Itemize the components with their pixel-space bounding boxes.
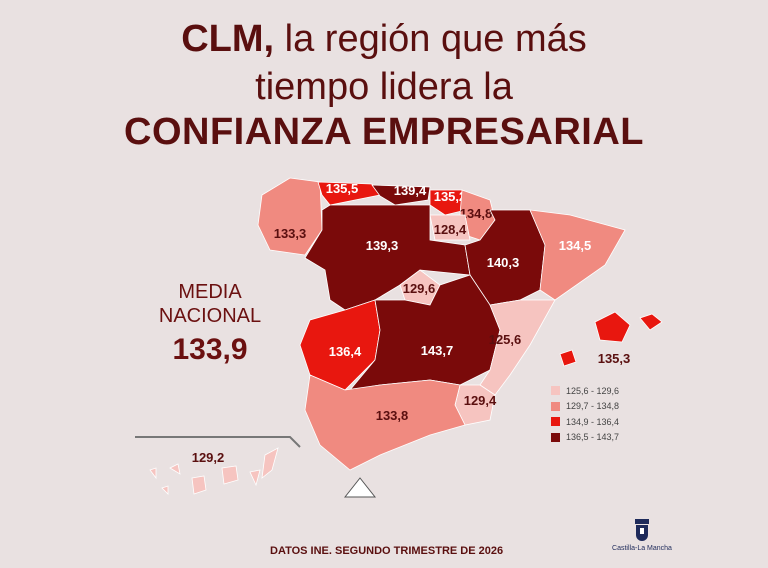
region-shape xyxy=(221,465,239,485)
region-cataluna: 134,5 xyxy=(529,209,626,301)
region-shape xyxy=(429,214,471,241)
region-value: 125,6 xyxy=(489,332,522,347)
legend-item: 125,6 - 129,6 xyxy=(551,383,619,399)
region-value: 128,4 xyxy=(434,222,467,237)
region-value: 133,8 xyxy=(376,408,409,423)
region-murcia: 129,4 xyxy=(454,384,497,426)
region-value: 135,3 xyxy=(598,351,631,366)
region-la-rioja: 128,4 xyxy=(429,214,471,241)
region-shape xyxy=(429,189,467,216)
canarias-inset-border xyxy=(135,436,301,448)
region-shape xyxy=(249,469,261,487)
legend-swatch xyxy=(551,401,560,411)
region-value: 135,5 xyxy=(326,181,359,196)
region-shape xyxy=(639,313,663,331)
region-cantabria: 139,4 xyxy=(371,183,431,206)
region-value: 136,4 xyxy=(329,344,362,359)
footer-source: DATOS INE. SEGUNDO TRIMESTRE DE 2026 xyxy=(270,545,504,557)
media-label-1: MEDIA xyxy=(178,281,242,303)
region-shape xyxy=(149,467,157,480)
region-shape xyxy=(479,299,556,396)
region-galicia: 133,3 xyxy=(257,177,323,256)
region-aragon: 140,3 xyxy=(464,209,546,306)
region-value: 133,3 xyxy=(274,226,307,241)
region-comunitat-valenciana: 125,6 xyxy=(479,299,556,396)
title-line-3: CONFIANZA EMPRESARIAL xyxy=(124,111,644,153)
region-andalucia: 133,8 xyxy=(304,374,466,471)
region-madrid: 129,6 xyxy=(399,269,441,306)
media-value: 133,9 xyxy=(172,333,248,366)
region-illes-balears: 135,3 xyxy=(559,311,663,367)
title-line-2: tiempo lidera la xyxy=(255,66,513,108)
region-extremadura: 136,4 xyxy=(299,299,381,391)
region-value: 139,4 xyxy=(394,183,427,198)
region-value: 140,3 xyxy=(487,255,520,270)
region-shape xyxy=(317,181,381,206)
region-shape xyxy=(304,374,466,471)
legend-swatch xyxy=(551,432,560,442)
national-average: MEDIA NACIONAL 133,9 xyxy=(130,280,290,366)
region-value: 135,2 xyxy=(434,189,467,204)
region-shape xyxy=(191,475,207,495)
region-pais-vasco: 135,2 xyxy=(429,189,467,216)
region-shape xyxy=(257,177,323,256)
region-value: 134,8 xyxy=(460,206,493,221)
legend-swatch xyxy=(551,386,560,396)
region-shape xyxy=(529,209,626,301)
legend-label: 136,5 - 143,7 xyxy=(566,432,620,443)
legend-label: 129,7 - 134,8 xyxy=(566,401,620,412)
legend-swatch xyxy=(551,417,560,427)
legend-item: 129,7 - 134,8 xyxy=(551,399,619,415)
region-asturias: 135,5 xyxy=(317,181,381,206)
region-shape xyxy=(559,349,577,367)
legend-item: 136,5 - 143,7 xyxy=(551,430,619,446)
title-line-1: CLM, la región que más xyxy=(0,20,768,58)
logo: Castilla-La Mancha xyxy=(602,517,682,552)
region-value: 139,3 xyxy=(366,238,399,253)
legend: 125,6 - 129,6 129,7 - 134,8 134,9 - 136,… xyxy=(551,383,619,445)
region-canarias: 129,2 xyxy=(149,447,279,495)
legend-label: 125,6 - 129,6 xyxy=(566,385,620,396)
region-shape xyxy=(161,485,169,495)
region-castilla-y-leon: 139,3 xyxy=(304,204,471,311)
region-shape xyxy=(371,184,431,206)
legend-label: 134,9 - 136,4 xyxy=(566,416,620,427)
region-value: 129,2 xyxy=(192,450,225,465)
region-value: 134,5 xyxy=(559,238,592,253)
legend-item: 134,9 - 136,4 xyxy=(551,414,619,430)
region-shape xyxy=(261,447,279,479)
title-bold: CLM, xyxy=(181,18,275,60)
media-label-2: NACIONAL xyxy=(158,305,262,327)
region-castilla-la-mancha: 143,7 xyxy=(349,274,501,391)
region-value: 143,7 xyxy=(421,343,454,358)
region-value: 129,4 xyxy=(464,393,497,408)
castle-shield-icon xyxy=(635,519,649,541)
region-value: 129,6 xyxy=(403,281,436,296)
north-africa-coast xyxy=(343,477,377,498)
region-shape xyxy=(594,311,631,343)
title-rest: la región que más xyxy=(274,18,587,60)
region-shape xyxy=(169,463,181,475)
logo-text: Castilla-La Mancha xyxy=(612,545,672,552)
